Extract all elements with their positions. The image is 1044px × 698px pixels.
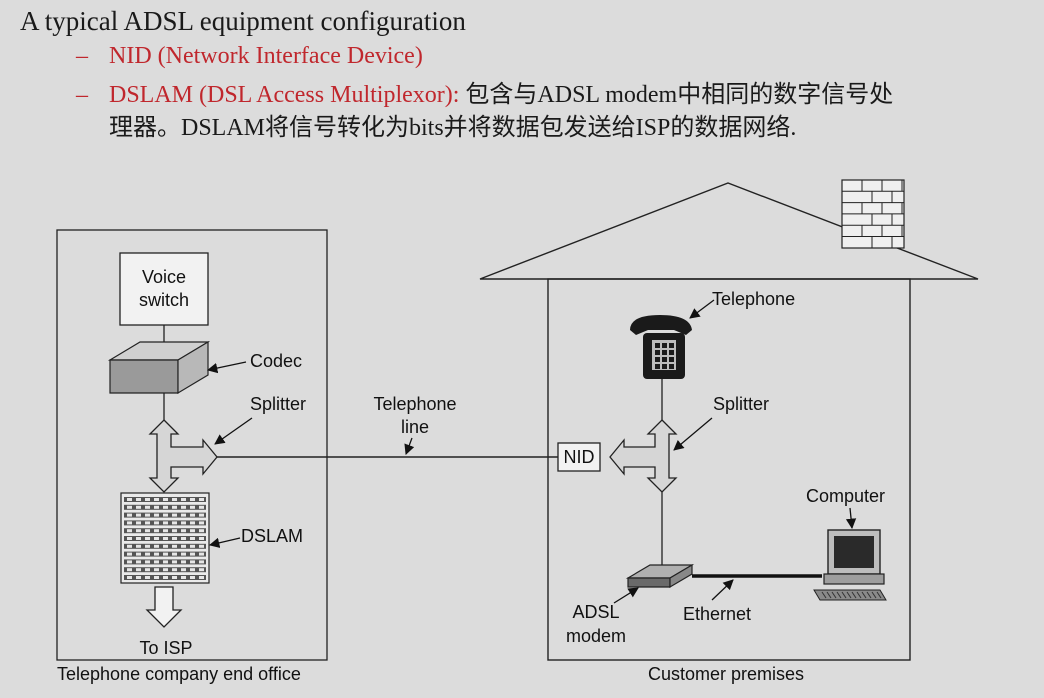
telephone-label: Telephone xyxy=(712,289,795,309)
bullet-term: NID (Network Interface Device) xyxy=(109,43,423,69)
computer-label: Computer xyxy=(806,486,885,506)
dslam-rack xyxy=(120,492,210,584)
premises-caption: Customer premises xyxy=(648,664,804,684)
telephone-line-pointer xyxy=(404,437,415,455)
ethernet-label: Ethernet xyxy=(683,604,751,624)
nid-box xyxy=(557,442,601,472)
voice-switch-label: Voice xyxy=(142,267,186,287)
right-splitter xyxy=(609,419,678,493)
adsl-modem-label: ADSL xyxy=(572,602,619,622)
voice-switch-box xyxy=(119,252,209,326)
left-splitter-label: Splitter xyxy=(250,394,306,414)
left-splitter xyxy=(148,419,218,493)
left-splitter-pointer xyxy=(214,417,253,445)
codec-device xyxy=(107,340,211,395)
chimney xyxy=(841,179,905,249)
bullet-text: NID (Network Interface Device) xyxy=(109,40,423,72)
right-splitter-pointer xyxy=(673,417,713,451)
computer-pointer xyxy=(845,507,857,530)
end-office-box xyxy=(56,229,328,661)
bullet-dash: – xyxy=(76,82,88,108)
bullet-text: DSLAM (DSL Access Multiplexor): 包含与ADSL … xyxy=(109,79,893,111)
bullet-description: 包含与ADSL modem中相同的数字信号处 xyxy=(459,82,894,108)
codec-label: Codec xyxy=(250,351,302,371)
nid-label: NID xyxy=(564,447,595,467)
house-body xyxy=(547,278,911,661)
dslam-label: DSLAM xyxy=(241,526,303,546)
telephone-pointer xyxy=(689,299,715,319)
to-isp-arrow xyxy=(145,586,183,628)
telephone-line-label: line xyxy=(401,417,429,437)
dslam-pointer xyxy=(208,537,241,548)
ethernet-pointer xyxy=(711,579,734,601)
bullet-dslam-continuation: 理器。DSLAM将信号转化为bits并将数据包发送给ISP的数据网络. xyxy=(109,115,797,141)
adsl-modem-pointer xyxy=(613,587,639,604)
bullet-dash: – xyxy=(76,43,88,69)
right-splitter-label: Splitter xyxy=(713,394,769,414)
slide-title: A typical ADSL equipment configuration xyxy=(20,6,466,36)
telephone-line-label: Telephone xyxy=(373,394,456,414)
telephone-icon xyxy=(630,315,692,379)
adsl-modem-label: modem xyxy=(566,626,626,646)
to-isp-label: To ISP xyxy=(139,638,192,658)
codec-pointer xyxy=(206,361,247,374)
adsl-modem-device xyxy=(625,563,695,589)
computer-icon xyxy=(813,529,887,601)
bullet-term: DSLAM (DSL Access Multiplexor): xyxy=(109,82,460,108)
end-office-caption: Telephone company end office xyxy=(57,664,301,684)
voice-switch-label: switch xyxy=(139,290,189,310)
